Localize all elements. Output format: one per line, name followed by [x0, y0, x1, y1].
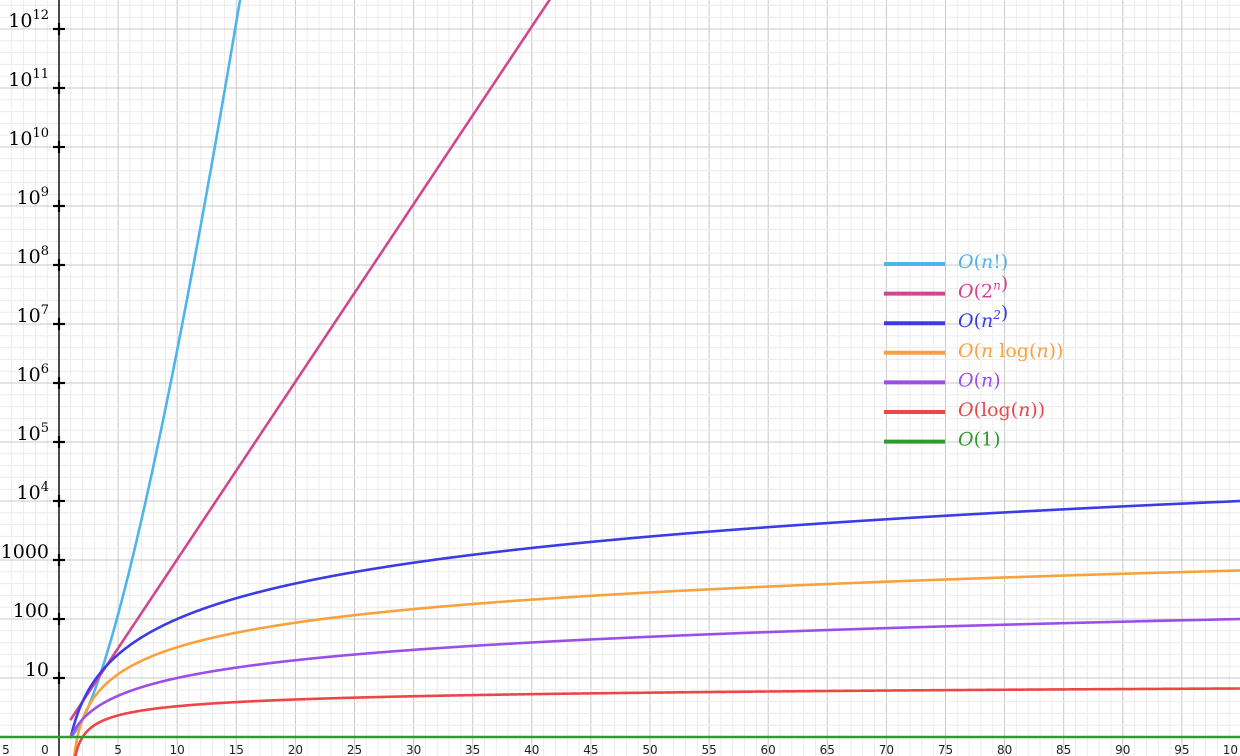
legend-label: O(n!) [958, 251, 1008, 273]
x-tick-label: 10 [170, 743, 185, 756]
y-tick-label: 1012 [8, 8, 49, 32]
x-tick-label: 60 [761, 743, 776, 756]
legend-label: O(log(n)) [958, 399, 1045, 421]
x-tick-label: 70 [879, 743, 894, 756]
y-tick-label: 1011 [8, 67, 49, 91]
y-tick-label: 105 [17, 421, 49, 445]
x-tick-label: 5 [2, 743, 10, 756]
series-line [69, 0, 242, 739]
legend-label: O(1) [958, 429, 1001, 451]
legend-label: O(n2) [958, 302, 1008, 332]
x-tick-label: 5 [114, 743, 122, 756]
x-tick-label: 35 [465, 743, 480, 756]
series-line [73, 569, 1240, 756]
y-tick-label: 109 [17, 185, 49, 209]
x-tick-label: 95 [1174, 743, 1189, 756]
legend: O(n!)O(2n)O(n2) O(n log(n)) O(n) O(log(n)) O… [884, 251, 1063, 451]
series-line [69, 499, 1240, 739]
legend-label: O(n log(n)) [958, 340, 1063, 362]
x-tick-label: 15 [229, 743, 244, 756]
y-tick-label: 107 [17, 303, 49, 327]
y-tick-label: 104 [17, 480, 49, 504]
y-tick-labels: 10 100 1000 104 105 106 107 108 109 1010 1011 1012 [1, 8, 65, 684]
x-tick-label: 75 [938, 743, 953, 756]
y-tick-label: 100 [13, 600, 49, 622]
x-tick-label: 10 [1223, 743, 1238, 756]
x-tick-label: 50 [642, 743, 657, 756]
x-tick-label: 25 [347, 743, 362, 756]
y-tick-label: 1000 [1, 541, 49, 563]
x-tick-label: 85 [1056, 743, 1071, 756]
legend-label: O(n) [958, 369, 1001, 391]
y-tick-label: 10 [25, 659, 49, 681]
x-tick-label: 90 [1115, 743, 1130, 756]
x-tick-label: 30 [406, 743, 421, 756]
x-tick-labels: 5 0 5 10 15 20 25 30 35 40 45 50 55 60 65 70 75 80 85 90 95 1… [2, 743, 1238, 756]
x-tick-label: 0 [41, 743, 49, 756]
x-tick-label: 45 [583, 743, 598, 756]
x-tick-label: 40 [524, 743, 539, 756]
series-line [69, 0, 552, 721]
legend-label: O(2n) [958, 273, 1008, 303]
y-tick-label: 106 [17, 362, 49, 386]
x-tick-label: 65 [820, 743, 835, 756]
series-line [74, 687, 1240, 756]
x-tick-label: 80 [997, 743, 1012, 756]
x-tick-label: 20 [288, 743, 303, 756]
x-tick-label: 55 [701, 743, 716, 756]
y-tick-label: 108 [17, 244, 49, 268]
y-tick-label: 1010 [8, 126, 49, 150]
series-line [69, 617, 1240, 739]
